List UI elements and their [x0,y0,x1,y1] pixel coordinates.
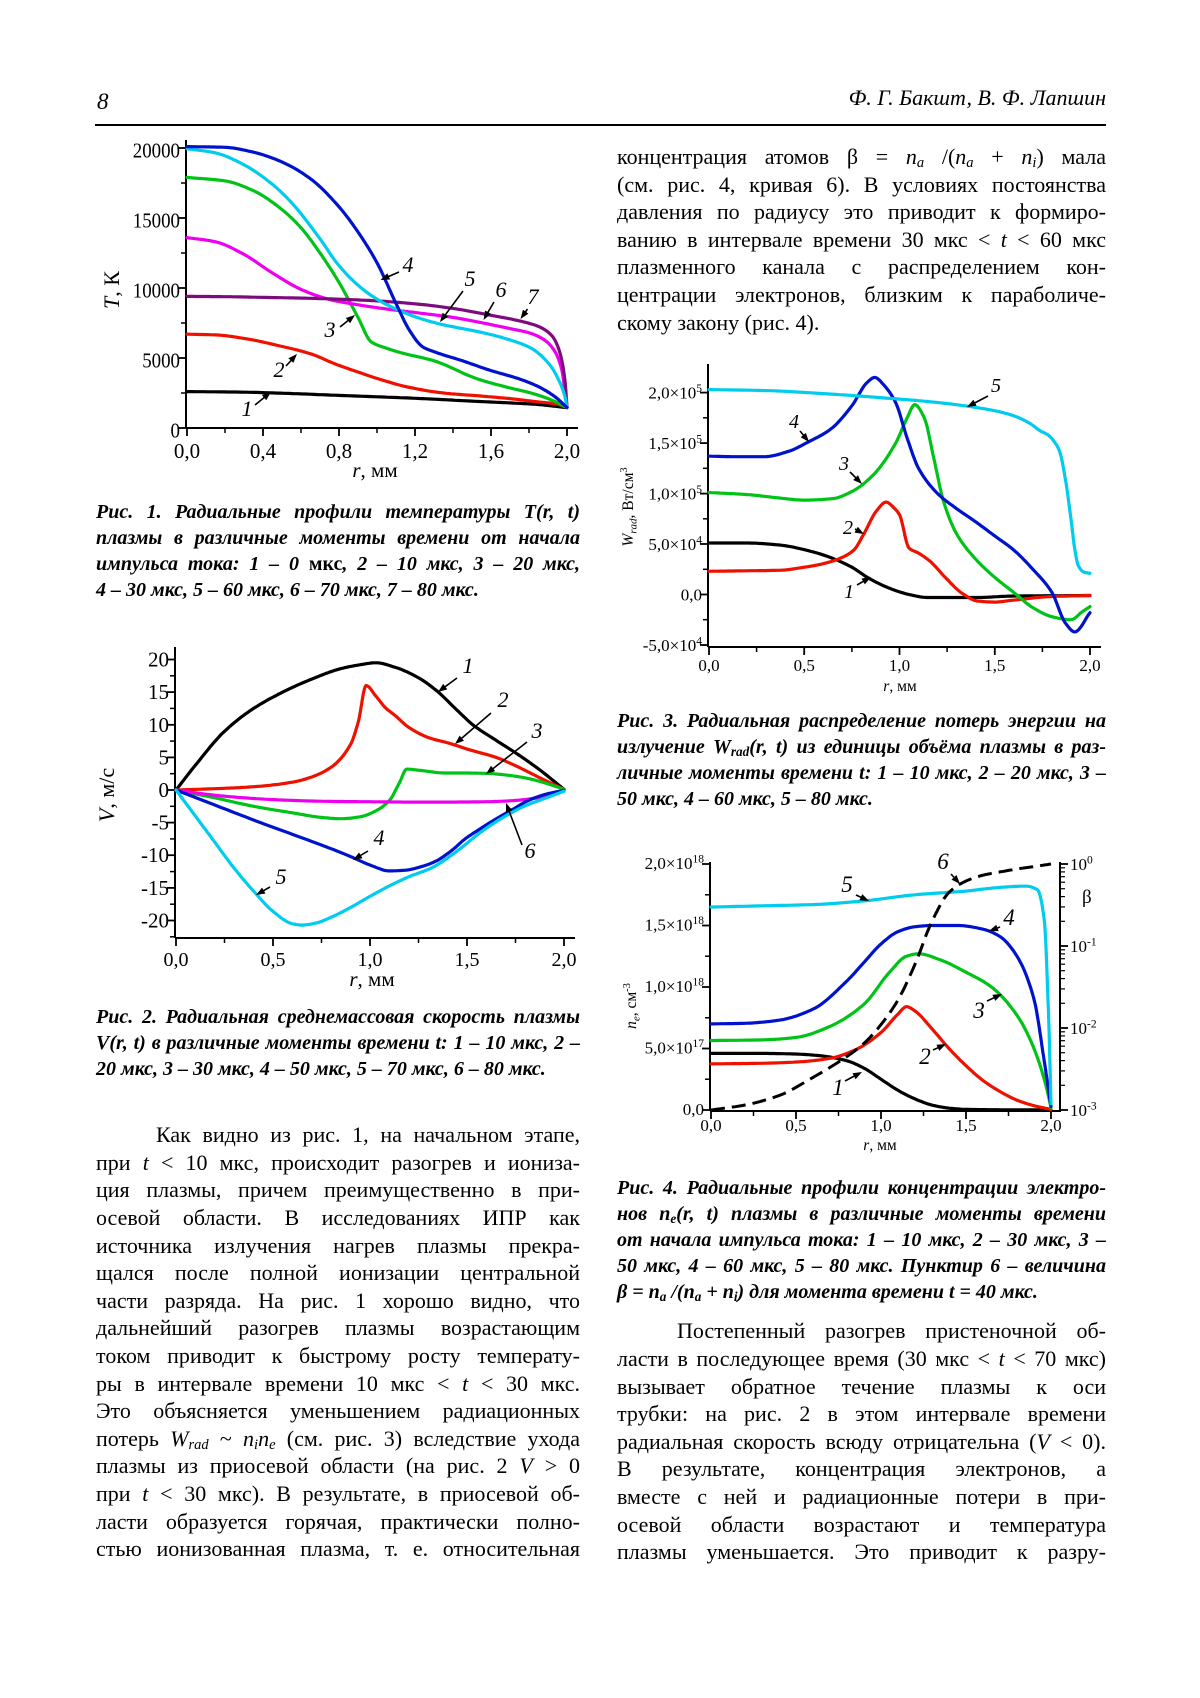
svg-text:1,6: 1,6 [478,439,504,463]
svg-text:15: 15 [148,680,169,704]
svg-text:5,0×104: 5,0×104 [648,535,702,555]
svg-text:V, м/с: V, м/с [94,768,119,822]
svg-text:3: 3 [324,317,336,342]
svg-text:0,5: 0,5 [261,949,286,971]
svg-text:-15: -15 [141,876,169,900]
svg-text:0,4: 0,4 [250,439,277,463]
svg-text:5000: 5000 [142,350,180,373]
svg-text:1,5: 1,5 [455,949,480,971]
svg-text:5: 5 [991,375,1001,397]
svg-text:Wrad, Вт/см3: Wrad, Вт/см3 [619,467,640,546]
svg-text:3: 3 [972,998,985,1023]
svg-text:2: 2 [274,357,285,382]
svg-text:2: 2 [843,517,853,539]
svg-text:0,0: 0,0 [683,1100,704,1119]
svg-text:r, мм: r, мм [349,967,394,991]
svg-text:1: 1 [463,653,474,678]
svg-text:100: 100 [1070,855,1093,875]
svg-text:2,0: 2,0 [1040,1116,1061,1135]
svg-text:2: 2 [919,1044,931,1069]
svg-text:β: β [1082,887,1092,908]
svg-text:-10: -10 [141,843,169,867]
svg-text:1,5×1018: 1,5×1018 [645,915,705,935]
svg-text:4: 4 [789,411,799,433]
svg-text:3: 3 [531,718,543,743]
svg-text:20000: 20000 [133,140,180,163]
svg-text:0,0: 0,0 [698,656,719,675]
svg-text:-5,0×104: -5,0×104 [643,636,703,656]
svg-text:2,0×1018: 2,0×1018 [645,854,705,874]
svg-text:r, мм: r, мм [352,458,397,482]
svg-text:1,2: 1,2 [402,439,428,463]
svg-text:10-2: 10-2 [1070,1019,1097,1039]
svg-text:4: 4 [403,252,414,277]
svg-text:5: 5 [841,872,853,897]
svg-text:5,0×1017: 5,0×1017 [645,1038,705,1058]
svg-text:1,0: 1,0 [870,1116,891,1135]
svg-text:-20: -20 [141,909,169,933]
svg-text:20: 20 [148,648,169,672]
svg-text:10-3: 10-3 [1070,1101,1097,1121]
svg-text:1,5: 1,5 [984,656,1005,675]
svg-text:10000: 10000 [133,280,180,303]
svg-text:2,0×105: 2,0×105 [648,383,702,403]
svg-text:1: 1 [242,396,253,421]
svg-text:5: 5 [159,745,170,769]
svg-text:0,0: 0,0 [700,1116,721,1135]
svg-text:0,5: 0,5 [785,1116,806,1135]
svg-text:2,0: 2,0 [554,439,580,463]
svg-text:7: 7 [528,284,540,309]
svg-text:1,0: 1,0 [358,949,383,971]
svg-text:T, К: T, К [99,271,124,309]
svg-text:5: 5 [276,864,287,889]
svg-text:4: 4 [374,825,385,850]
svg-text:1,5×105: 1,5×105 [648,434,702,454]
svg-text:6: 6 [496,277,507,302]
svg-text:r, мм: r, мм [883,678,917,695]
svg-text:1,0: 1,0 [889,656,910,675]
svg-text:6: 6 [525,838,536,863]
svg-text:1: 1 [832,1075,844,1100]
svg-text:5: 5 [465,266,476,291]
svg-text:10-1: 10-1 [1070,937,1097,957]
svg-text:1,5: 1,5 [955,1116,976,1135]
svg-text:1,0×105: 1,0×105 [648,484,702,504]
svg-text:4: 4 [1003,905,1015,930]
svg-text:2,0: 2,0 [552,949,577,971]
svg-text:1,0×1018: 1,0×1018 [645,977,705,997]
svg-text:6: 6 [937,849,949,874]
svg-text:0,5: 0,5 [794,656,815,675]
svg-text:2,0: 2,0 [1079,656,1100,675]
svg-text:0,8: 0,8 [326,439,352,463]
svg-text:0: 0 [159,778,170,802]
svg-text:10: 10 [148,713,169,737]
svg-text:0: 0 [171,420,180,443]
svg-text:0,0: 0,0 [174,439,200,463]
svg-text:0,0: 0,0 [681,586,702,605]
svg-text:ne, см-3: ne, см-3 [622,983,643,1029]
svg-text:r, мм: r, мм [863,1137,897,1154]
svg-text:15000: 15000 [133,210,180,233]
svg-text:1: 1 [844,581,854,603]
svg-text:0,0: 0,0 [164,949,189,971]
svg-text:2: 2 [498,687,509,712]
svg-text:3: 3 [838,453,849,475]
svg-text:-5: -5 [152,811,170,835]
